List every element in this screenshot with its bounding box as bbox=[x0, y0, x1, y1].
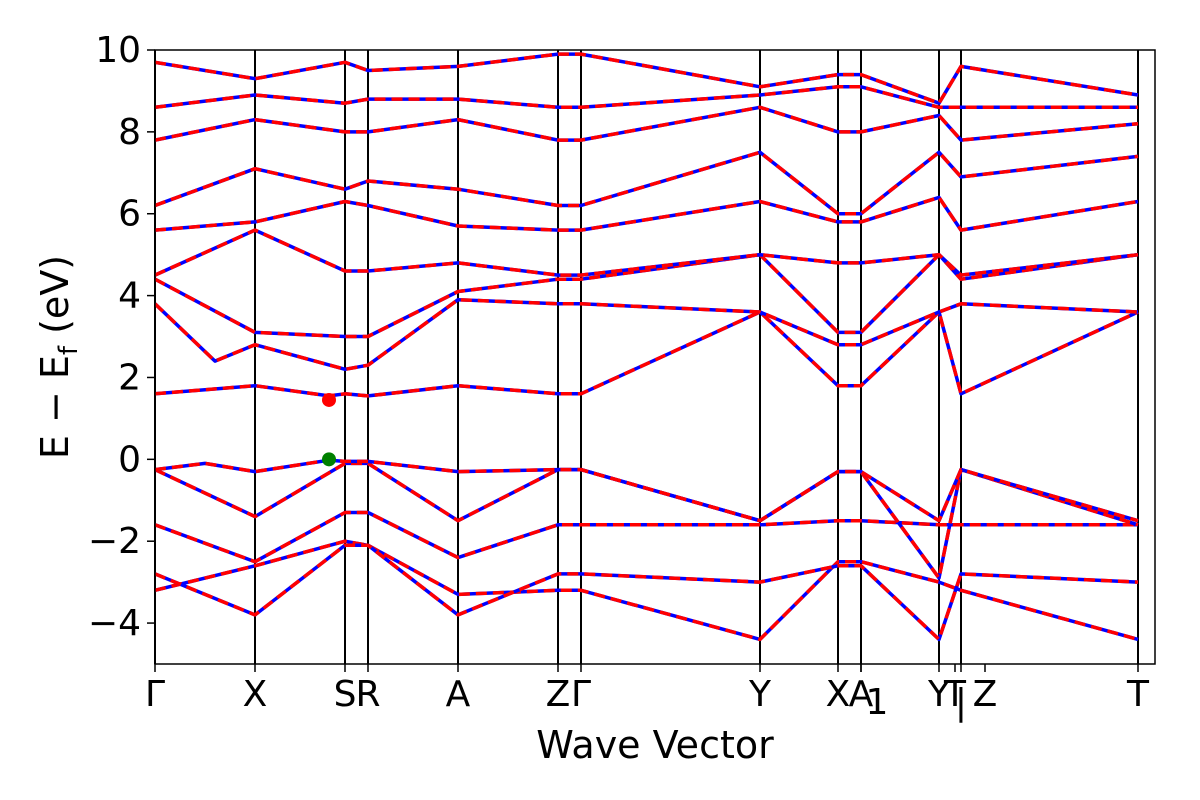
xtick-label-15: T bbox=[1126, 674, 1150, 715]
ytick-label-1: −2 bbox=[88, 521, 141, 562]
band-dashed-5 bbox=[155, 310, 1139, 398]
y-axis-label-sub: f bbox=[54, 345, 84, 355]
xtick-label-0: Γ bbox=[145, 674, 165, 715]
x-axis-ticks: Γ X S R A Z Γ Y XA1 YT| Z T bbox=[145, 664, 1150, 723]
ytick-label-3: 2 bbox=[118, 357, 141, 398]
band-dashed-8 bbox=[155, 228, 1139, 277]
y-axis-ticks: −4 −2 0 2 4 6 8 10 bbox=[88, 30, 155, 644]
band-solid-13 bbox=[155, 52, 1139, 105]
band-dashed-12 bbox=[155, 85, 1138, 110]
xtick-label-12: T bbox=[943, 674, 967, 715]
xtick-label-13: | bbox=[955, 682, 967, 723]
ytick-label-6: 8 bbox=[118, 112, 141, 153]
xtick-label-3: R bbox=[355, 674, 380, 715]
ytick-label-4: 4 bbox=[118, 276, 141, 317]
band-solid-10 bbox=[155, 150, 1139, 216]
band-dashed-6 bbox=[155, 297, 1139, 372]
xtick-label-10: 1 bbox=[866, 682, 889, 723]
xtick-label-6: Γ bbox=[571, 674, 591, 715]
vbm-marker bbox=[322, 452, 336, 467]
band-dashed-9 bbox=[155, 195, 1139, 232]
xtick-label-8: X bbox=[826, 674, 851, 715]
band-solid-1 bbox=[155, 543, 1139, 642]
xtick-label-14: Z bbox=[973, 674, 998, 715]
plot-frame bbox=[154, 49, 1156, 665]
band-dashed-11 bbox=[155, 105, 1139, 142]
band-dashed-3 bbox=[155, 461, 1139, 580]
band-solid-11 bbox=[155, 105, 1139, 142]
y-axis-label-main: E − E bbox=[33, 355, 77, 459]
xtick-label-11: Y bbox=[927, 674, 951, 715]
band-dashed-13 bbox=[155, 52, 1139, 105]
ytick-label-0: −4 bbox=[88, 603, 141, 644]
band-lines bbox=[155, 52, 1139, 642]
band-dashed-2 bbox=[155, 510, 1138, 564]
ytick-label-5: 6 bbox=[118, 194, 141, 235]
band-dashed-10 bbox=[155, 150, 1139, 216]
xtick-label-5: Z bbox=[546, 674, 571, 715]
band-dashed-1 bbox=[155, 543, 1139, 642]
y-axis-label-unit: (eV) bbox=[33, 255, 77, 346]
ytick-label-7: 10 bbox=[95, 30, 141, 71]
cbm-marker bbox=[322, 392, 336, 407]
band-solid-5 bbox=[155, 310, 1139, 398]
extrema-markers bbox=[322, 392, 336, 467]
xtick-label-7: Y bbox=[748, 674, 772, 715]
ytick-label-2: 0 bbox=[118, 439, 141, 480]
band-dashed-0 bbox=[155, 539, 1139, 642]
y-axis-label: E − Ef (eV) bbox=[33, 255, 84, 459]
xtick-label-1: X bbox=[243, 674, 268, 715]
band-dashed-4 bbox=[155, 458, 1139, 523]
xtick-label-4: A bbox=[446, 674, 471, 715]
band-solid-0 bbox=[155, 539, 1139, 642]
xtick-label-9: A bbox=[849, 674, 874, 715]
xtick-label-2: S bbox=[334, 674, 357, 715]
x-axis-label: Wave Vector bbox=[536, 723, 774, 767]
